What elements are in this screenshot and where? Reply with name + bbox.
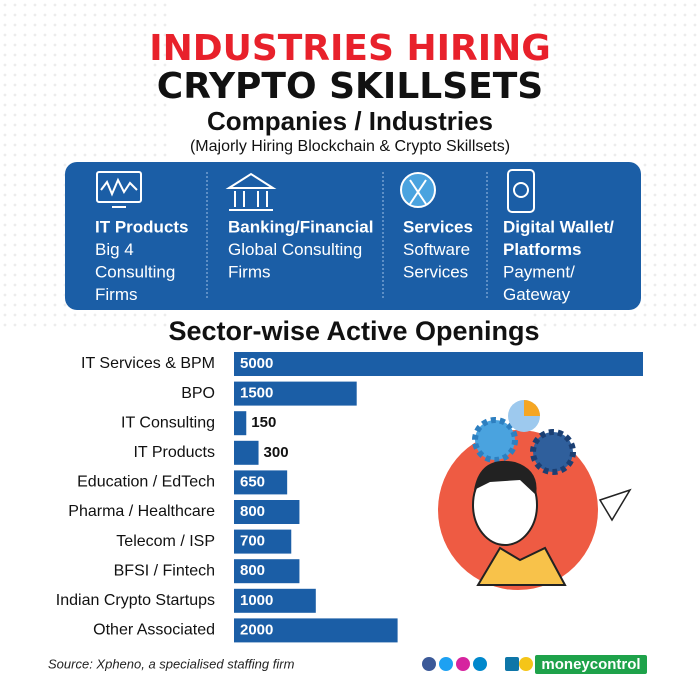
column-heading: Banking/Financial <box>228 217 373 236</box>
column-text: Firms <box>228 262 270 281</box>
category-label: BFSI / Fintech <box>114 562 215 579</box>
brand-logo <box>535 655 647 674</box>
column-text: Payment/ <box>503 262 575 281</box>
section-title: Companies / Industries <box>207 106 493 136</box>
column-text: Firms <box>95 285 137 304</box>
category-label: Education / EdTech <box>77 474 215 491</box>
value-label: 700 <box>240 533 265 550</box>
brand-name: moneycontrol <box>541 656 640 673</box>
value-label: 800 <box>240 562 265 579</box>
chart-title: Sector-wise Active Openings <box>168 316 539 346</box>
illustration <box>438 400 632 590</box>
category-label: IT Products <box>133 444 215 461</box>
bar <box>234 618 398 643</box>
category-label: BPO <box>181 385 215 402</box>
column-text: Software <box>403 240 470 259</box>
column-text: Gateway <box>503 285 571 304</box>
value-label: 5000 <box>240 355 273 372</box>
companies-panel <box>65 162 641 310</box>
column-heading: Digital Wallet/ <box>503 217 614 236</box>
bar <box>234 411 247 436</box>
column-heading: Platforms <box>503 240 581 259</box>
icons <box>96 169 535 213</box>
title-line: INDUSTRIES HIRING <box>149 28 551 69</box>
value-label: 650 <box>240 473 265 490</box>
column-text: Services <box>403 262 468 281</box>
category-label: Indian Crypto Startups <box>56 592 215 609</box>
value-label: 1000 <box>240 592 273 609</box>
bar <box>234 588 316 613</box>
category-label: IT Services & BPM <box>81 355 215 372</box>
value-label: 2000 <box>240 621 273 638</box>
value-label: 150 <box>251 414 276 431</box>
bar <box>234 440 259 465</box>
column-text: Big 4 <box>95 240 134 259</box>
column-heading: IT Products <box>95 217 189 236</box>
bar <box>234 500 300 524</box>
bar <box>234 352 643 376</box>
column-dividers <box>206 172 488 300</box>
section-subtitle: (Majorly Hiring Blockchain & Crypto Skil… <box>190 138 510 155</box>
category-label: Pharma / Healthcare <box>68 503 215 520</box>
bar <box>234 470 288 495</box>
value-label: 800 <box>240 503 265 520</box>
value-label: 300 <box>264 444 289 461</box>
column-heading: Services <box>403 217 473 236</box>
social-icons <box>422 657 533 671</box>
bar <box>234 381 357 406</box>
value-label: 1500 <box>240 385 273 402</box>
bar <box>234 559 300 584</box>
companies-columns: IT Products Big 4 Consulting Firms Banking/F… <box>95 217 614 304</box>
column-text: Global Consulting <box>228 240 362 259</box>
category-label: Other Associated <box>93 622 215 639</box>
source: Source: Xpheno, a specialised staffing f… <box>48 656 295 671</box>
category-label: IT Consulting <box>121 414 215 431</box>
column-text: Consulting <box>95 262 175 281</box>
bar <box>234 529 292 554</box>
bar-chart: IT Services & BPM 5000 BPO 1500 IT Consultin… <box>56 352 643 643</box>
category-label: Telecom / ISP <box>116 533 215 550</box>
title-line: CRYPTO SKILLSETS <box>157 66 543 107</box>
